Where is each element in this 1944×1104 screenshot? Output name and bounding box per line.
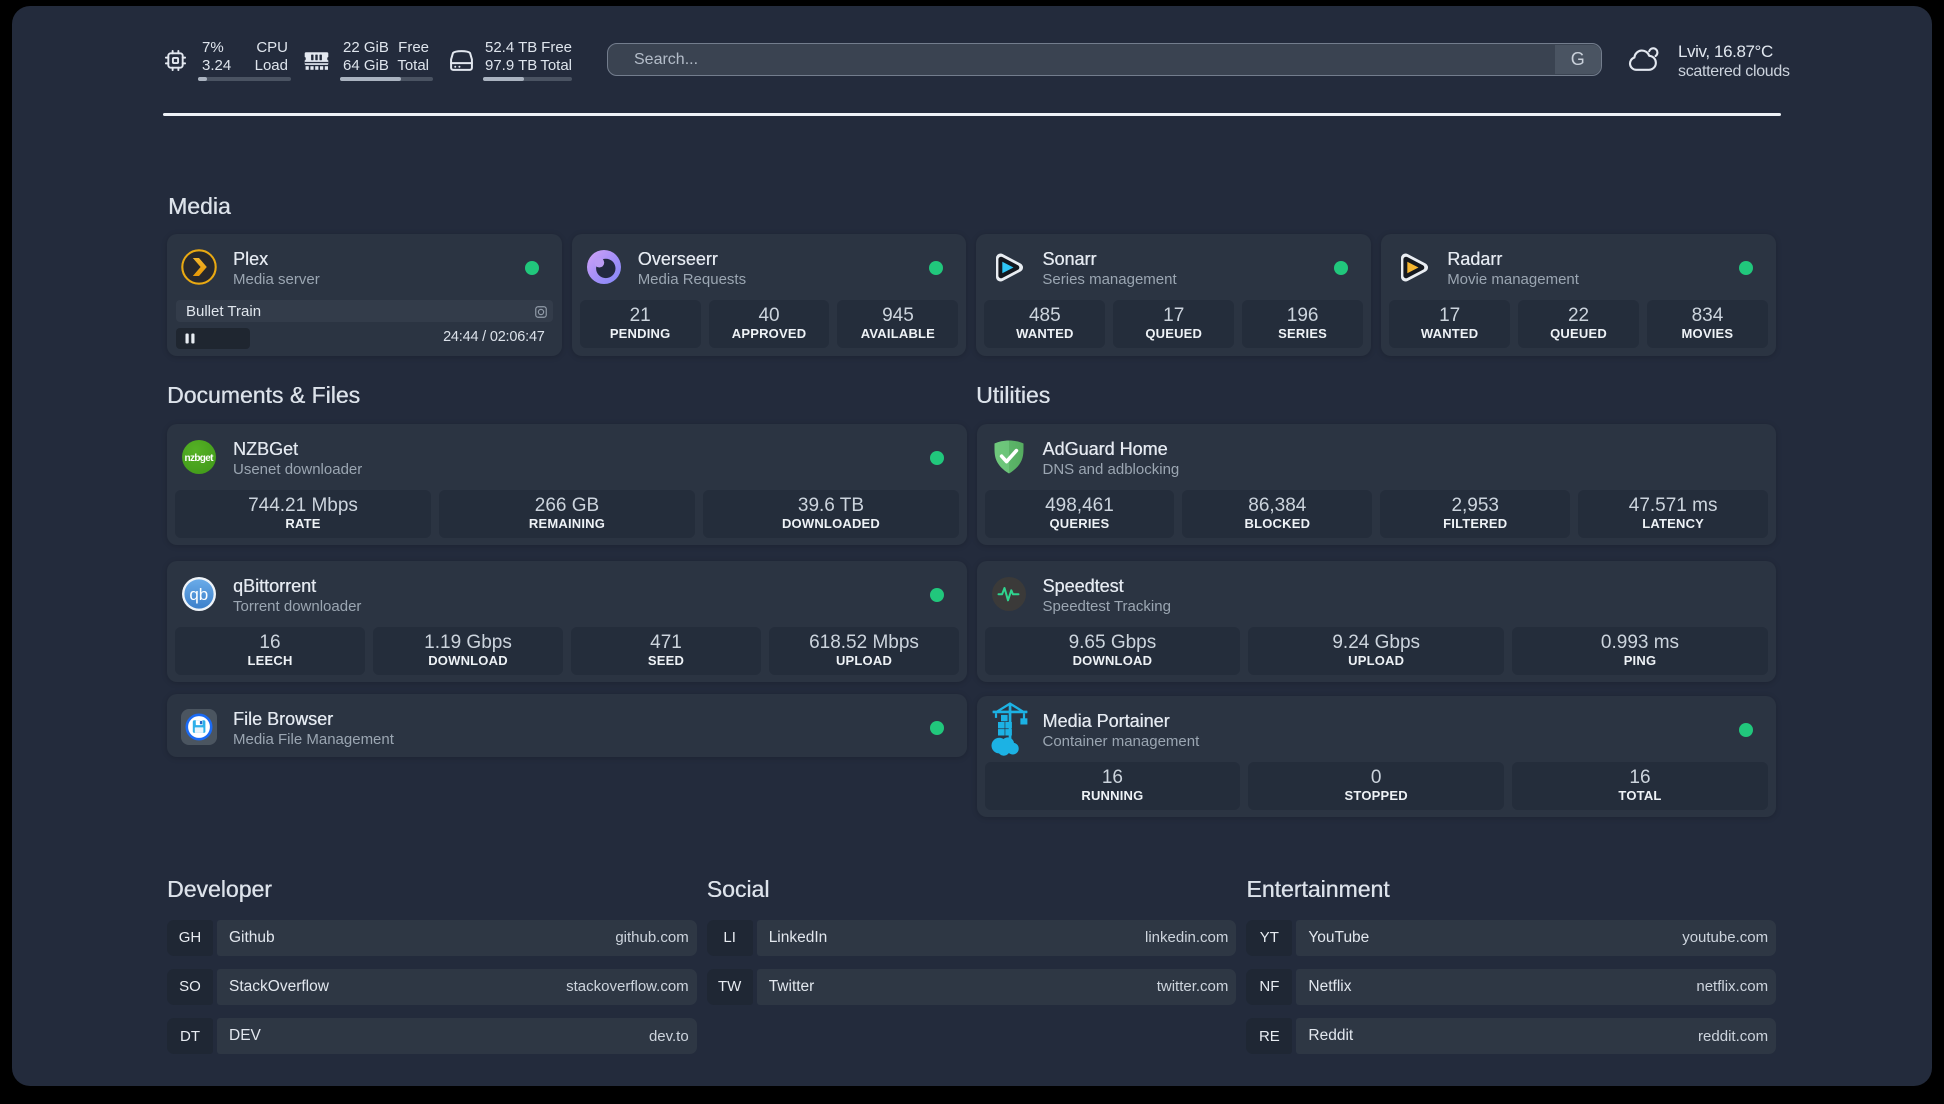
svg-text:qb: qb <box>189 584 208 603</box>
svg-text:nzbget: nzbget <box>185 453 215 464</box>
